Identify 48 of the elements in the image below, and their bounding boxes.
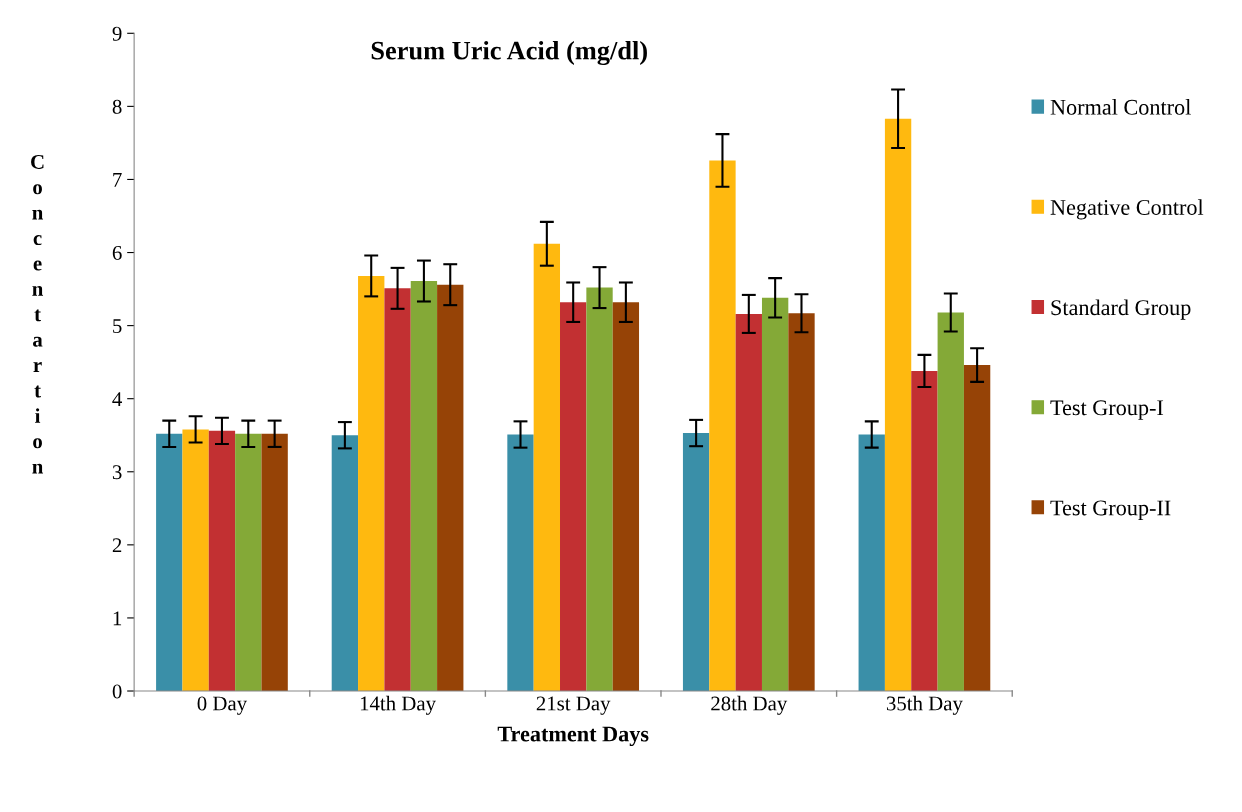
y-tick-label: 2 [112, 538, 122, 553]
bar [788, 313, 815, 692]
legend-label: Test Group-II [1050, 500, 1171, 520]
bar [533, 243, 561, 692]
legend-label: Standard Group [1051, 299, 1191, 320]
bar [612, 302, 640, 692]
y-tick-label: 5 [113, 319, 122, 334]
y-tick-label: 6 [112, 245, 122, 260]
bar [761, 297, 789, 692]
bar [560, 302, 587, 692]
bar [937, 312, 964, 692]
y-tick-label: 1 [113, 611, 122, 626]
bar [682, 433, 710, 692]
bar [963, 365, 991, 692]
bar [235, 433, 262, 692]
bar [208, 430, 236, 692]
bar [437, 284, 464, 692]
legend-label: Normal Control [1050, 99, 1191, 115]
bar [331, 435, 359, 692]
x-tick-label: 35th Day [886, 695, 963, 715]
y-tick-label: 0 [112, 684, 122, 699]
x-tick-label: 14th Day [360, 695, 436, 715]
x-axis-title: Treatment Days [497, 726, 649, 747]
bar [911, 370, 938, 692]
bar [735, 313, 762, 692]
text: Concentartion [31, 154, 44, 474]
bar [507, 434, 534, 692]
bar [384, 288, 411, 692]
bar [261, 433, 288, 692]
bar [156, 433, 183, 692]
y-tick-label: 9 [112, 26, 122, 41]
bar [858, 434, 885, 692]
bar [410, 281, 438, 692]
bar [182, 429, 209, 692]
bar [709, 160, 736, 692]
legend-label: Test Group-I [1050, 400, 1164, 420]
bar [358, 275, 385, 692]
x-tick-label: 21st Day [536, 696, 611, 715]
y-tick-label: 8 [112, 99, 122, 114]
x-tick-label: 28th Day [711, 695, 788, 715]
bar [884, 118, 912, 692]
chart-title: Serum Uric Acid (mg/dl) [371, 40, 647, 66]
x-tick-label: 0 Day [197, 696, 248, 715]
y-tick-label: 4 [112, 392, 122, 406]
y-tick-label: 3 [112, 465, 122, 480]
bar [586, 287, 613, 692]
y-tick-label: 7 [113, 173, 122, 187]
legend-label: Negative Control [1050, 199, 1204, 220]
